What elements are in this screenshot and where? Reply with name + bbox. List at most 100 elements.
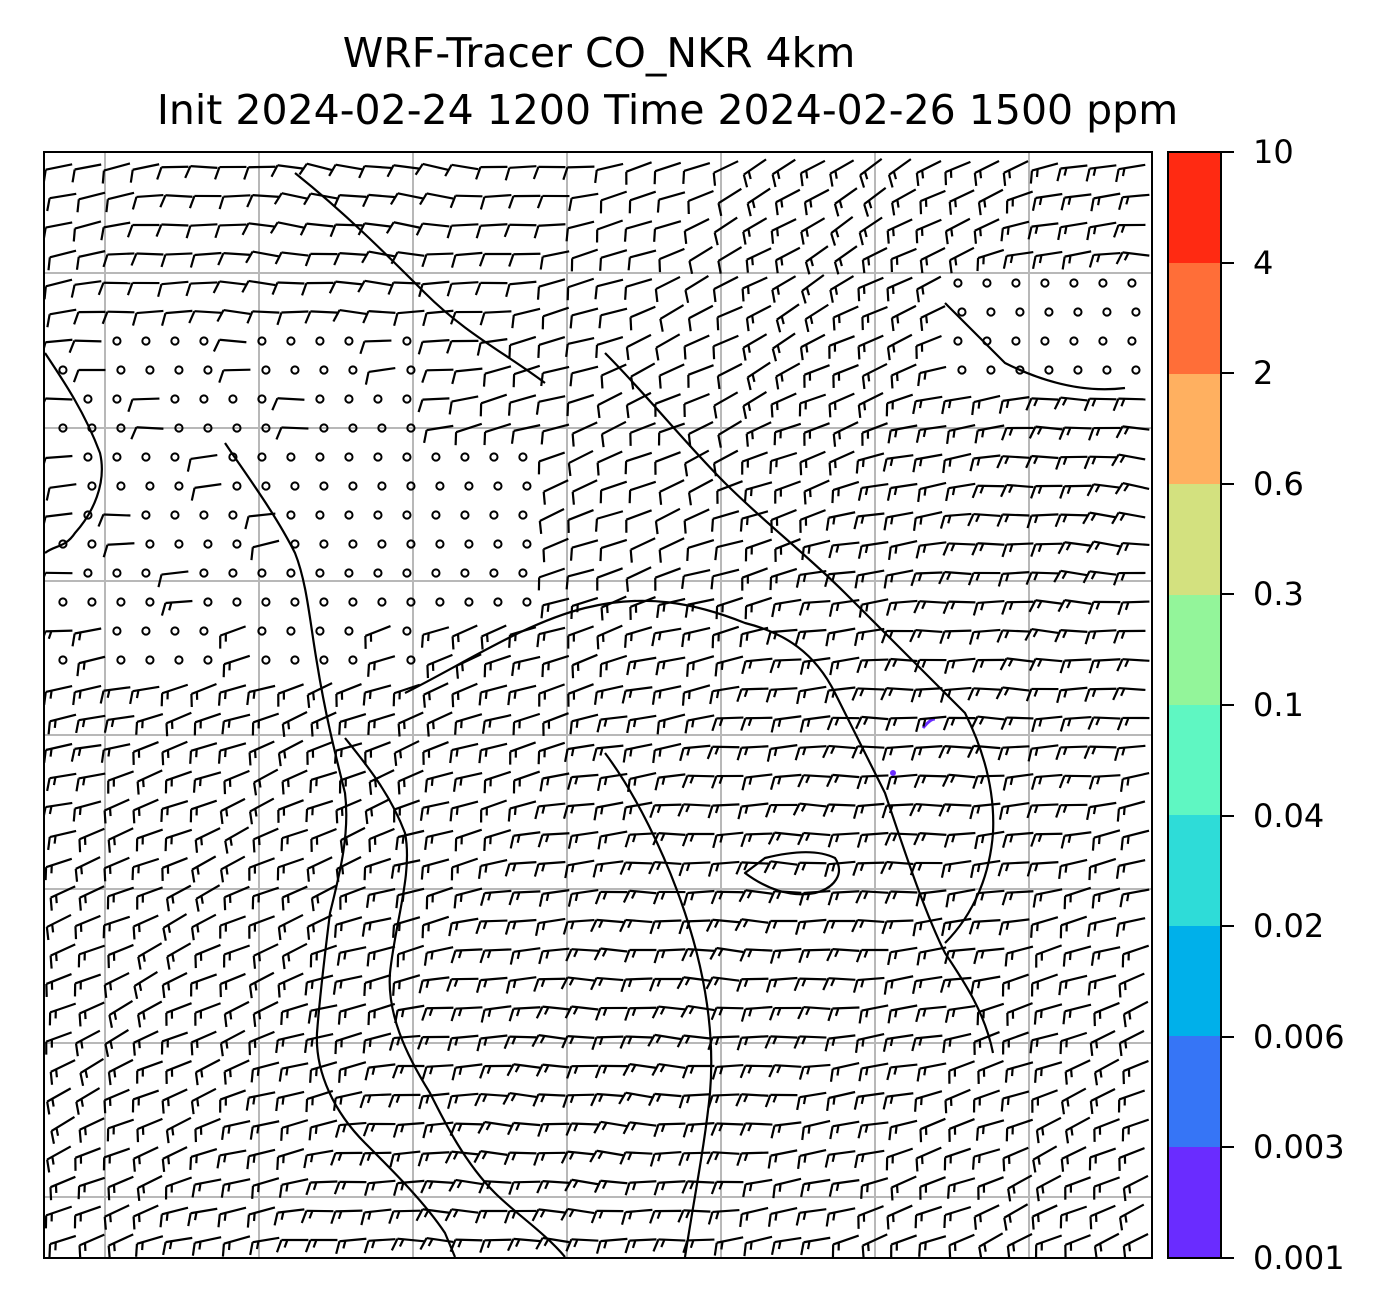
wind-barb-feather [854,1154,859,1169]
wind-barb-feather [853,516,859,530]
wind-barb-feather [479,1239,486,1253]
wind-barb-feather [47,836,51,851]
calm-wind-marker [348,481,358,491]
wind-barb-feather [973,1216,978,1230]
wind-barb-staff [712,685,740,693]
wind-barb-feather [909,803,917,817]
wind-barb-feather [948,1245,952,1257]
wind-barb [166,942,192,970]
calm-wind-marker [112,394,122,404]
wind-barb-staff [1060,915,1088,927]
wind-barb-feather [807,1125,811,1134]
wind-barb [996,629,1030,643]
wind-barb [890,1234,918,1257]
wind-barb [857,482,889,501]
wind-barb-feather [332,309,341,323]
wind-barb-staff [774,773,802,779]
wind-barb [826,947,860,962]
wind-barb [655,333,681,361]
wind-barb-staff [1093,1176,1120,1188]
wind-barb-feather [799,719,805,733]
wind-barb [364,1179,396,1197]
wind-barb-staff [919,774,947,778]
wind-barb [566,773,599,790]
wind-barb [800,1178,831,1198]
wind-barb-staff [916,218,942,232]
wind-barb-feather [806,718,811,728]
wind-barb-feather [831,573,836,582]
wind-barb [107,1233,134,1257]
wind-barb-feather [749,487,753,497]
wind-barb-staff [165,194,193,198]
wind-barb-feather [654,521,659,535]
wind-barb-feather [631,1007,637,1017]
wind-barb [625,566,652,592]
wind-barb-staff [281,251,309,257]
wind-barb-feather [711,1066,718,1080]
wind-barb [739,1064,773,1079]
wind-barb-feather [515,1122,521,1132]
wind-barb [775,303,800,333]
wind-barb-feather [659,1006,666,1015]
wind-barb [390,251,425,265]
wind-barb-feather [655,1035,662,1044]
wind-barb-staff [455,828,483,840]
wind-barb [884,657,918,672]
wind-barb [653,1180,686,1196]
wind-barb [483,422,512,446]
wind-barb-feather [979,228,982,237]
wind-barb [861,362,888,390]
wind-barb-feather [532,166,540,180]
wind-barb-staff [422,915,450,927]
wind-barb-staff [1035,657,1063,663]
wind-barb-staff [452,682,478,696]
wind-barb-feather [571,433,575,447]
wind-barb-feather [796,1096,801,1111]
wind-barb-feather [214,166,221,180]
wind-barb [942,452,972,474]
wind-barb-staff [828,1090,856,1100]
wind-barb-feather [742,347,747,361]
wind-barb-feather [979,775,985,785]
wind-barb-staff [858,276,884,290]
wind-barb-staff [1090,1087,1116,1103]
wind-barb-feather [681,692,686,706]
wind-barb-feather [141,779,145,788]
wind-barb [451,1063,483,1081]
wind-barb [533,223,566,239]
calm-wind-marker [518,452,528,462]
wind-barb-staff [339,886,366,898]
wind-barb-staff [1118,397,1146,401]
wind-barb [1118,1029,1145,1057]
wind-barb-feather [1008,170,1012,179]
wind-barb [803,364,830,388]
wind-barb-staff [190,799,218,811]
wind-barb-feather [768,1007,776,1021]
wind-barb-staff [277,799,304,811]
wind-barb-staff [625,861,653,865]
wind-barb-staff [1035,599,1063,605]
wind-barb-feather [889,1095,894,1105]
wind-barb-staff [1031,744,1059,750]
wind-barb-staff [600,830,628,838]
wind-barb [625,391,652,419]
wind-barb-feather [998,806,1004,820]
wind-barb-feather [769,950,776,964]
calm-wind-marker [1069,336,1079,346]
wind-barb [1059,658,1092,674]
wind-barb-staff [509,918,537,924]
wind-barb [995,686,1030,700]
wind-barb-feather [474,1093,482,1107]
wind-barb-feather [651,1006,660,1019]
wind-barb [765,976,798,993]
wind-barb-feather [543,1238,550,1247]
wind-barb-staff [833,305,859,319]
wind-barb-staff [861,422,888,434]
calm-wind-marker [431,510,441,520]
wind-barb-staff [513,1006,541,1010]
wind-barb-feather [948,458,952,467]
wind-barb-feather [627,778,631,793]
wind-barb-feather [51,1098,55,1107]
wind-barb [479,1238,512,1253]
wind-barb [45,1205,73,1229]
